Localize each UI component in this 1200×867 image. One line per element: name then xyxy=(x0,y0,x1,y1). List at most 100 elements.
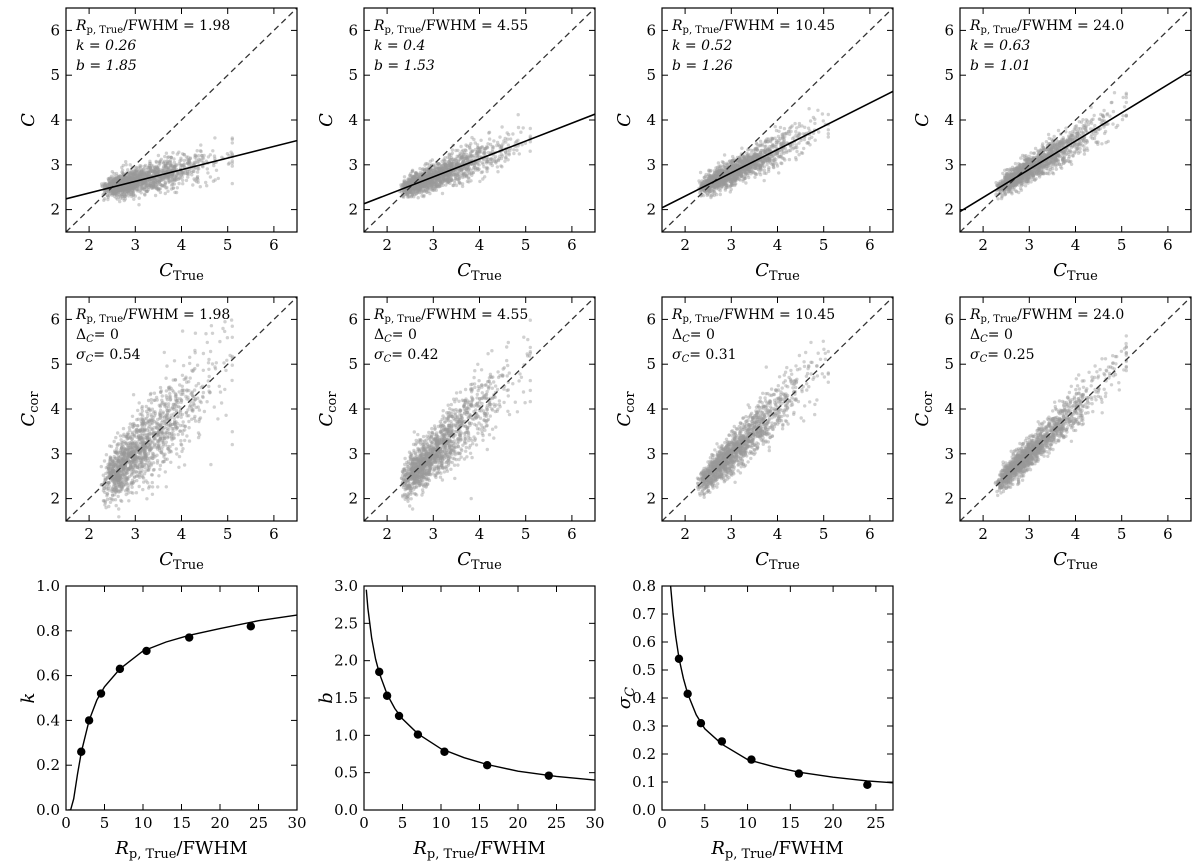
scatter-point xyxy=(701,180,705,184)
scatter-point xyxy=(442,158,446,162)
scatter-point xyxy=(464,148,468,153)
scatter-point xyxy=(168,179,172,184)
scatter-point xyxy=(795,126,799,130)
scatter-point xyxy=(132,186,136,190)
scatter-point xyxy=(140,170,144,174)
scatter-point xyxy=(470,173,474,177)
scatter-point xyxy=(441,168,445,173)
scatter-point xyxy=(1105,113,1109,117)
scatter-point xyxy=(177,171,181,175)
scatter-point xyxy=(475,153,479,157)
scatter-point xyxy=(144,167,148,172)
scatter-point xyxy=(126,174,131,179)
scatter-point xyxy=(454,183,459,188)
scatter-point xyxy=(122,179,127,183)
scatter-point xyxy=(448,172,452,176)
scatter-point xyxy=(148,159,152,163)
scatter-point xyxy=(436,178,440,182)
scatter-point xyxy=(426,174,430,178)
scatter-point xyxy=(133,194,137,198)
scatter-point xyxy=(141,181,145,185)
scatter-point xyxy=(179,158,183,162)
scatter-point xyxy=(451,173,456,177)
scatter-point xyxy=(410,176,414,180)
scatter-point xyxy=(445,181,450,185)
scatter-point xyxy=(146,173,151,178)
scatter-point xyxy=(437,162,441,166)
scatter-point xyxy=(449,165,453,169)
scatter-point xyxy=(767,166,771,170)
scatter-point xyxy=(430,172,434,177)
scatter-point xyxy=(441,175,445,179)
scatter-point xyxy=(118,189,123,193)
scatter-point xyxy=(410,193,414,197)
scatter-point xyxy=(193,178,197,182)
scatter-point xyxy=(446,178,450,182)
scatter-point xyxy=(164,151,169,155)
scatter-point xyxy=(813,138,817,142)
scatter-point xyxy=(131,184,136,188)
scatter-point xyxy=(119,178,124,182)
scatter-point xyxy=(206,155,211,159)
scatter-point xyxy=(782,126,787,131)
scatter-point xyxy=(143,183,148,187)
scatter-point xyxy=(149,183,153,187)
scatter-point xyxy=(151,185,156,190)
scatter-point xyxy=(131,182,135,186)
scatter-point xyxy=(785,132,789,136)
scatter-point xyxy=(147,185,151,189)
scatter-point xyxy=(119,186,123,191)
scatter-point xyxy=(429,179,433,183)
scatter-point xyxy=(149,177,153,181)
scatter-point xyxy=(412,185,416,189)
y-tick-label: 5 xyxy=(646,66,656,84)
scatter-point xyxy=(208,153,212,157)
scatter-point xyxy=(506,143,511,147)
scatter-point xyxy=(437,168,442,172)
x-tick-label: 3 xyxy=(727,236,737,254)
scatter-point xyxy=(166,166,171,170)
scatter-point xyxy=(164,174,168,178)
scatter-point xyxy=(467,167,471,171)
scatter-point xyxy=(127,176,131,181)
scatter-point xyxy=(758,139,763,143)
scatter-point xyxy=(198,185,202,189)
y-tick-label: 4 xyxy=(646,111,656,129)
scatter-point xyxy=(158,182,162,187)
scatter-point xyxy=(440,180,444,184)
scatter-point xyxy=(412,187,416,191)
scatter-point xyxy=(459,156,464,160)
scatter-point xyxy=(477,167,481,171)
scatter-point xyxy=(457,174,461,178)
scatter-point xyxy=(777,138,781,142)
scatter-point xyxy=(427,180,431,184)
scatter-point xyxy=(137,175,141,179)
scatter-point xyxy=(132,177,137,181)
scatter-point xyxy=(120,185,125,189)
scatter-point xyxy=(404,191,408,196)
scatter-point xyxy=(120,177,125,181)
scatter-point xyxy=(131,190,135,194)
scatter-point xyxy=(118,186,122,191)
scatter-point xyxy=(1085,148,1090,152)
scatter-point xyxy=(141,172,145,176)
scatter-point xyxy=(446,173,450,177)
scatter-point xyxy=(122,193,126,197)
scatter-point xyxy=(162,159,166,163)
scatter-point xyxy=(133,181,137,186)
scatter-point xyxy=(708,189,713,193)
scatter-point xyxy=(810,135,814,139)
scatter-point xyxy=(118,187,122,191)
scatter-point xyxy=(137,185,141,189)
scatter-point xyxy=(437,175,442,179)
scatter-point xyxy=(454,175,458,179)
scatter-point xyxy=(180,164,185,168)
scatter-point xyxy=(120,194,125,198)
scatter-point xyxy=(123,177,128,182)
x-tick-label: 2 xyxy=(382,236,392,254)
scatter-point xyxy=(457,175,462,179)
scatter-point xyxy=(118,188,123,192)
scatter-point xyxy=(134,172,138,177)
scatter-point xyxy=(118,193,122,198)
